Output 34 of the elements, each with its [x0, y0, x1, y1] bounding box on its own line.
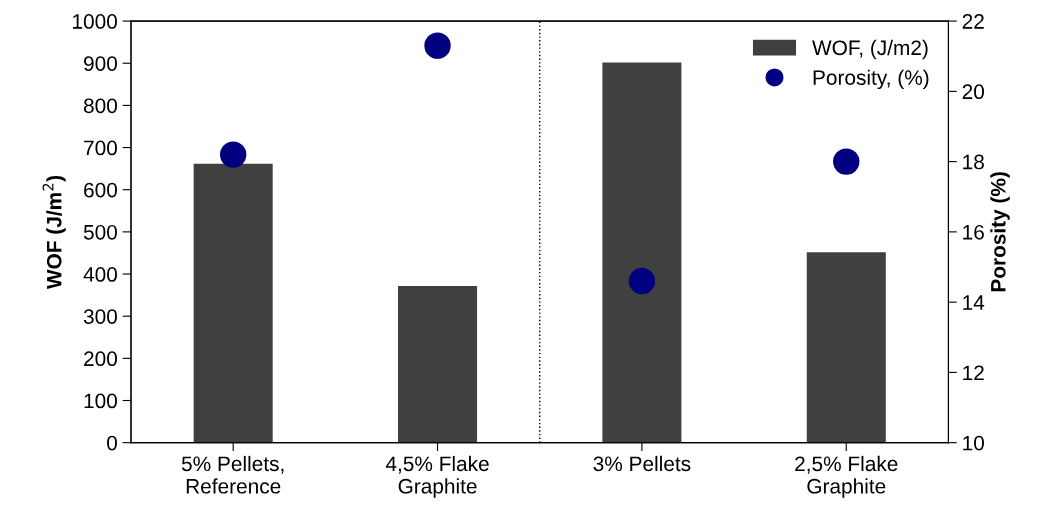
y-tick-label: 1000 [73, 14, 117, 29]
point [833, 148, 860, 175]
point [424, 32, 451, 59]
y2-tick-label: 20 [962, 84, 984, 100]
y2-tick-label: 14 [963, 295, 985, 310]
point [219, 141, 247, 168]
x-tick-label: 5% Pellets, Reference [181, 455, 284, 494]
y-tick-label: 400 [83, 267, 117, 282]
y-tick-label: 300 [83, 309, 117, 324]
y2-tick-label: 16 [963, 224, 984, 240]
y-tick-label: 800 [83, 98, 117, 114]
x-tick-label: 3% Pellets [593, 455, 691, 472]
y2-tick-label: 18 [963, 154, 984, 170]
legend-label: WOF, (J/m2) [812, 39, 928, 60]
y-tick-label: 100 [84, 393, 117, 409]
point [628, 267, 656, 295]
legend-label: Porosity, (%) [813, 69, 929, 90]
y-tick-label: 700 [84, 140, 117, 156]
x-tick-label: 2,5% Flake Graphite [795, 455, 898, 498]
y-tick-label: 500 [83, 224, 117, 240]
y2-axis-title: Porosity (%) [990, 172, 1010, 292]
y-tick-label: 200 [84, 351, 117, 367]
y-tick-label: 900 [84, 56, 117, 71]
bar [806, 252, 886, 443]
y2-tick-label: 10 [963, 435, 984, 451]
y-axis-title: WOF (J/m$^{2}$) [42, 175, 66, 290]
y2-tick-label: 12 [963, 365, 984, 380]
bar [193, 163, 273, 443]
bar [602, 62, 682, 443]
x-tick-label: 4,5% Flake Graphite [385, 455, 489, 498]
bar [398, 285, 478, 443]
y2-tick-label: 22 [962, 14, 984, 29]
y-tick-label: 600 [84, 182, 117, 198]
y-tick-label: 0 [107, 435, 117, 451]
